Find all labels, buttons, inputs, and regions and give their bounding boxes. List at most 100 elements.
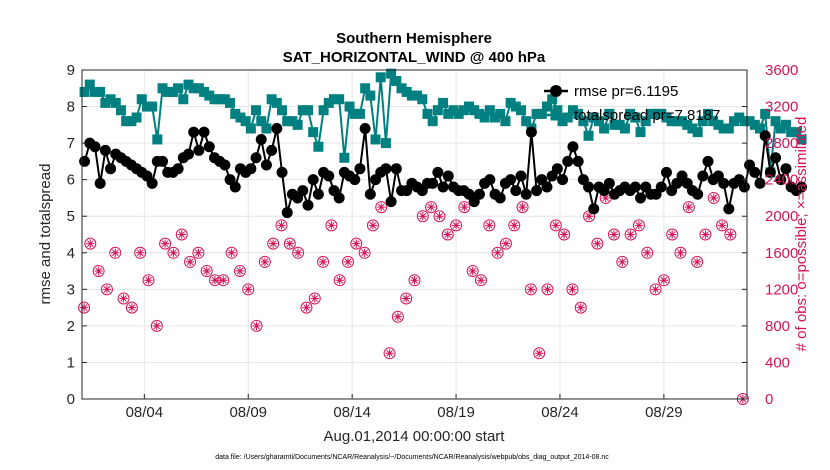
obs-assimilated-marker — [111, 248, 120, 257]
obs-assimilated-marker — [285, 239, 295, 248]
totalspread-point — [464, 101, 475, 112]
obs-assimilated-marker — [119, 294, 128, 303]
obs-assimilated-marker — [476, 275, 486, 285]
obs-possible-marker — [699, 228, 712, 241]
rmse-point — [764, 166, 776, 178]
rmse-point — [525, 126, 537, 138]
rmse-point — [255, 133, 267, 145]
obs-assimilated-marker — [244, 285, 253, 294]
rmse-point — [79, 155, 91, 167]
obs-assimilated-marker — [709, 193, 718, 203]
rmse-point — [796, 181, 808, 193]
rmse-point — [562, 155, 574, 167]
y-right-tick-label: 1600 — [765, 245, 798, 262]
rmse-point — [302, 199, 314, 211]
legend-rmse-label: rmse pr=6.1195 — [574, 83, 678, 100]
rmse-point — [473, 188, 485, 200]
obs-assimilated-marker — [618, 257, 627, 267]
obs-assimilated-marker — [534, 349, 544, 358]
rmse-point — [660, 166, 672, 178]
obs-possible-marker — [657, 274, 670, 287]
totalspread-point — [630, 112, 641, 123]
totalspread-point — [469, 105, 480, 116]
totalspread-point — [245, 123, 256, 134]
totalspread-point — [136, 94, 147, 105]
obs-possible-marker — [441, 228, 454, 241]
totalspread-point — [401, 86, 412, 97]
rmse-point — [572, 155, 584, 167]
obs-possible-marker — [524, 283, 537, 296]
obs-possible-marker — [591, 237, 604, 250]
obs-possible-marker — [499, 237, 512, 250]
obs-assimilated-marker — [210, 275, 220, 285]
obs-possible-marker — [641, 246, 654, 259]
obs-assimilated-marker — [86, 239, 95, 248]
totalspread-point — [110, 97, 121, 108]
legend-totalspread-marker — [550, 109, 562, 121]
obs-possible-marker — [317, 255, 330, 268]
totalspread-point — [562, 112, 573, 123]
obs-assimilated-marker — [576, 303, 585, 312]
obs-assimilated-marker — [185, 257, 195, 267]
totalspread-point — [375, 72, 386, 83]
totalspread-point — [578, 116, 589, 127]
rmse-point — [260, 159, 272, 171]
obs-possible-marker — [674, 246, 687, 259]
rmse-point — [541, 181, 553, 193]
totalspread-point — [188, 83, 199, 94]
totalspread-point — [167, 86, 178, 97]
right-y-axis: 0 400 800 1200 1600 2000 2400 2800 3200 3600 — [742, 62, 798, 408]
obs-assimilated-marker — [235, 266, 245, 276]
totalspread-point — [438, 97, 449, 108]
totalspread-point — [183, 79, 194, 90]
totalspread-point — [313, 141, 324, 152]
totalspread-point — [609, 119, 620, 130]
obs-assimilated-marker — [426, 202, 436, 212]
obs-assimilated-marker — [293, 248, 303, 257]
totalspread-point — [635, 127, 646, 138]
rmse-point — [281, 207, 293, 219]
y-axis-right-label: # of obs: o=possible; ×=assimilated — [793, 117, 810, 352]
obs-assimilated-marker — [401, 294, 411, 303]
totalspread-point — [531, 108, 542, 119]
rmse-point — [157, 155, 169, 167]
rmse-point — [437, 181, 449, 193]
obs-assimilated-marker — [667, 230, 677, 239]
totalspread-point — [775, 123, 786, 134]
rmse-point — [759, 130, 771, 142]
rmse-point — [198, 126, 210, 138]
obs-possible-marker — [682, 201, 695, 214]
totalspread-point — [588, 112, 599, 123]
obs-possible-marker — [350, 237, 363, 250]
totalspread-point — [640, 116, 651, 127]
y-right-tick-label: 800 — [765, 318, 790, 335]
y-right-tick-label: 3200 — [765, 99, 798, 116]
obs-possible-marker — [549, 219, 562, 232]
totalspread-point — [302, 105, 313, 116]
obs-possible-marker — [716, 219, 729, 232]
totalspread-point — [739, 116, 750, 127]
obs-assimilated-marker — [227, 248, 236, 257]
totalspread-point — [365, 90, 376, 101]
totalspread-point — [443, 108, 454, 119]
obs-possible-marker — [391, 310, 404, 323]
obs-assimilated-marker — [260, 257, 270, 267]
obs-possible-marker — [300, 301, 313, 314]
obs-assimilated-marker — [219, 275, 228, 285]
obs-possible-marker — [192, 246, 205, 259]
rmse-point — [183, 148, 195, 160]
obs-assimilated-marker — [277, 221, 286, 230]
obs-possible-marker — [275, 219, 288, 232]
obs-possible-marker — [566, 283, 579, 296]
y-right-tick-label: 3600 — [765, 62, 798, 79]
obs-possible-marker — [117, 292, 130, 305]
obs-assimilated-marker — [393, 312, 403, 321]
totalspread-point — [666, 116, 677, 127]
totalspread-point — [328, 94, 339, 105]
obs-assimilated-marker — [169, 248, 178, 257]
obs-possible-marker — [491, 246, 504, 259]
obs-assimilated-marker — [144, 275, 153, 285]
totalspread-point — [677, 116, 688, 127]
totalspread-point — [760, 108, 771, 119]
rmse-point — [276, 166, 288, 178]
